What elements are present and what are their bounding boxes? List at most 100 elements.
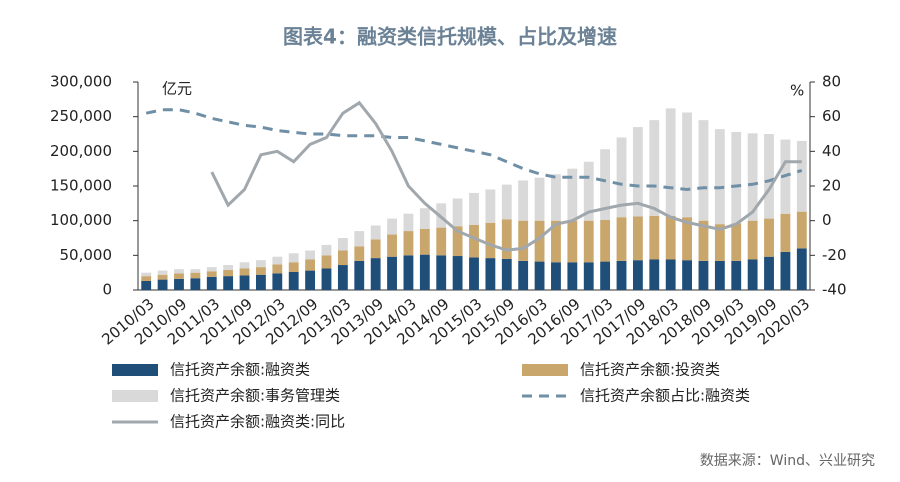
bar — [239, 262, 250, 269]
bar — [632, 260, 643, 290]
bar — [731, 260, 742, 290]
bar — [419, 254, 430, 290]
source-note: 数据来源：Wind、兴业研究 — [700, 453, 875, 469]
bar — [288, 262, 299, 272]
bar — [272, 264, 283, 274]
bar — [551, 262, 561, 290]
legend-swatch — [112, 364, 158, 376]
bar — [567, 262, 578, 290]
legend-label: 信托资产余额:融资类:同比 — [170, 413, 345, 431]
legend-label: 信托资产余额:事务管理类 — [170, 387, 340, 405]
bar — [698, 220, 709, 261]
bar — [403, 213, 414, 232]
bar — [583, 220, 594, 263]
bar — [518, 220, 529, 261]
bar — [714, 129, 725, 225]
bar — [682, 260, 692, 290]
bar — [731, 131, 742, 224]
bar — [469, 257, 479, 290]
bar — [403, 231, 414, 256]
bar — [141, 276, 152, 281]
bar — [272, 273, 283, 290]
bar — [419, 208, 430, 229]
bar — [206, 267, 217, 272]
bar — [780, 213, 791, 252]
bar — [469, 224, 479, 258]
bar — [469, 192, 479, 225]
y2-tick-label: 20 — [822, 177, 841, 195]
bar — [256, 267, 266, 275]
bar — [354, 246, 365, 261]
y-tick-label: 0 — [102, 281, 112, 299]
bar — [534, 177, 545, 221]
bar — [452, 226, 463, 257]
bar — [206, 271, 217, 277]
bar — [518, 180, 529, 221]
legend-swatch — [522, 364, 568, 376]
bar — [190, 272, 201, 279]
bar — [518, 260, 529, 290]
bar — [501, 219, 512, 259]
bar — [321, 255, 332, 269]
bar — [436, 255, 447, 290]
bar — [354, 231, 365, 247]
bar — [157, 274, 168, 280]
bar — [485, 222, 496, 259]
chart-title: 图表4：融资类信托规模、占比及增速 — [283, 25, 617, 49]
y-tick-label: 100,000 — [50, 211, 112, 229]
bar — [337, 250, 348, 266]
legend-label: 信托资产余额:融资类 — [170, 361, 310, 379]
bar — [698, 120, 709, 221]
bar — [223, 269, 234, 277]
bar — [501, 184, 512, 220]
bar — [256, 274, 266, 290]
bar — [682, 217, 692, 261]
bar — [387, 256, 397, 290]
y2-tick-label: 80 — [822, 73, 841, 91]
y2-unit: % — [790, 82, 804, 100]
bar — [731, 223, 742, 261]
bar — [551, 174, 561, 221]
bar — [190, 269, 201, 273]
bar — [256, 260, 266, 268]
bar — [682, 112, 692, 218]
bar — [796, 248, 807, 290]
bar — [583, 262, 594, 290]
bar — [567, 220, 578, 263]
bar — [370, 258, 381, 290]
bar — [452, 198, 463, 227]
bar — [616, 137, 627, 218]
bar — [174, 273, 184, 279]
bar — [501, 258, 512, 290]
bar — [600, 261, 611, 290]
bar — [796, 140, 807, 212]
legend-label: 信托资产余额:投资类 — [580, 361, 720, 379]
bar — [485, 189, 496, 223]
bar — [305, 270, 316, 290]
bar — [665, 108, 676, 216]
bar — [190, 278, 201, 290]
y2-tick-label: 60 — [822, 107, 841, 125]
bar — [764, 134, 774, 219]
bar — [649, 120, 660, 216]
bar — [747, 133, 758, 221]
bar — [288, 271, 299, 290]
bar — [714, 224, 725, 261]
bar — [600, 149, 611, 220]
bar — [764, 218, 774, 257]
bar — [239, 268, 250, 276]
bar — [272, 256, 283, 265]
bar — [239, 275, 250, 290]
y2-tick-label: 0 — [822, 211, 832, 229]
bar — [583, 161, 594, 221]
y2-tick-label: -20 — [822, 246, 847, 264]
bar — [305, 250, 316, 260]
bar — [632, 127, 643, 217]
y2-tick-label: 40 — [822, 142, 841, 160]
bar — [649, 259, 660, 290]
bar — [747, 259, 758, 290]
y2-tick-label: -40 — [822, 281, 847, 299]
bar — [600, 219, 611, 262]
